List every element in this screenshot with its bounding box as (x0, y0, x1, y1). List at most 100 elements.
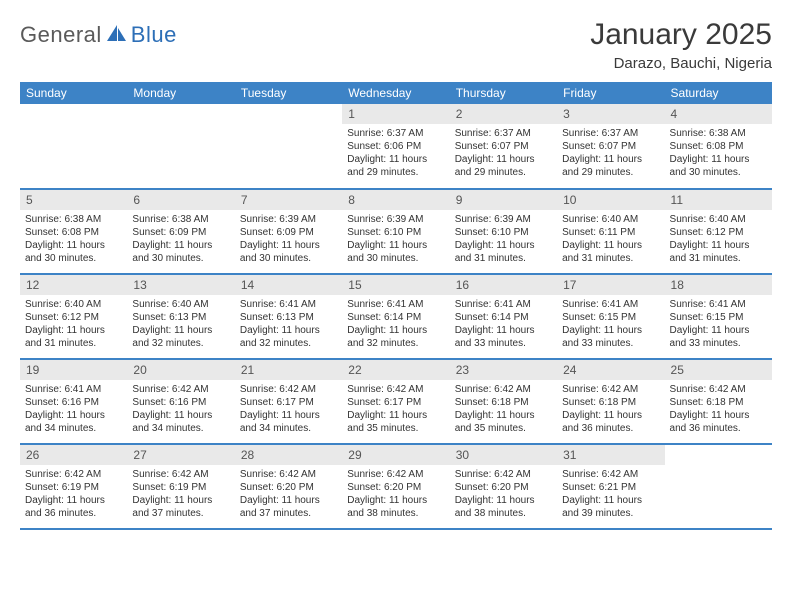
calendar-cell: 12Sunrise: 6:40 AMSunset: 6:12 PMDayligh… (20, 274, 127, 359)
calendar-cell: 30Sunrise: 6:42 AMSunset: 6:20 PMDayligh… (450, 444, 557, 529)
day-header: Thursday (450, 82, 557, 104)
day-number: 29 (342, 445, 449, 465)
day-number: 18 (665, 275, 772, 295)
day-number: 15 (342, 275, 449, 295)
calendar-cell: 16Sunrise: 6:41 AMSunset: 6:14 PMDayligh… (450, 274, 557, 359)
day-data: Sunrise: 6:41 AMSunset: 6:13 PMDaylight:… (235, 295, 342, 354)
calendar-week-row: 5Sunrise: 6:38 AMSunset: 6:08 PMDaylight… (20, 189, 772, 274)
calendar-cell: 17Sunrise: 6:41 AMSunset: 6:15 PMDayligh… (557, 274, 664, 359)
day-data: Sunrise: 6:38 AMSunset: 6:09 PMDaylight:… (127, 210, 234, 269)
calendar-cell (665, 444, 772, 529)
day-number: 13 (127, 275, 234, 295)
calendar-cell: 10Sunrise: 6:40 AMSunset: 6:11 PMDayligh… (557, 189, 664, 274)
day-number: 28 (235, 445, 342, 465)
calendar-cell: 25Sunrise: 6:42 AMSunset: 6:18 PMDayligh… (665, 359, 772, 444)
day-number: 17 (557, 275, 664, 295)
calendar-cell: 9Sunrise: 6:39 AMSunset: 6:10 PMDaylight… (450, 189, 557, 274)
day-number: 10 (557, 190, 664, 210)
day-header: Saturday (665, 82, 772, 104)
day-data: Sunrise: 6:42 AMSunset: 6:17 PMDaylight:… (342, 380, 449, 439)
day-data: Sunrise: 6:42 AMSunset: 6:21 PMDaylight:… (557, 465, 664, 524)
day-data: Sunrise: 6:42 AMSunset: 6:19 PMDaylight:… (20, 465, 127, 524)
day-header: Friday (557, 82, 664, 104)
day-data: Sunrise: 6:38 AMSunset: 6:08 PMDaylight:… (665, 124, 772, 183)
day-number: 11 (665, 190, 772, 210)
calendar-cell: 11Sunrise: 6:40 AMSunset: 6:12 PMDayligh… (665, 189, 772, 274)
calendar-table: SundayMondayTuesdayWednesdayThursdayFrid… (20, 82, 772, 530)
day-data: Sunrise: 6:42 AMSunset: 6:20 PMDaylight:… (342, 465, 449, 524)
title-block: January 2025 Darazo, Bauchi, Nigeria (590, 18, 772, 72)
day-data: Sunrise: 6:42 AMSunset: 6:17 PMDaylight:… (235, 380, 342, 439)
day-data: Sunrise: 6:42 AMSunset: 6:18 PMDaylight:… (557, 380, 664, 439)
day-data: Sunrise: 6:39 AMSunset: 6:10 PMDaylight:… (450, 210, 557, 269)
calendar-cell: 3Sunrise: 6:37 AMSunset: 6:07 PMDaylight… (557, 104, 664, 189)
day-data: Sunrise: 6:41 AMSunset: 6:15 PMDaylight:… (665, 295, 772, 354)
page-title: January 2025 (590, 18, 772, 52)
day-data: Sunrise: 6:41 AMSunset: 6:14 PMDaylight:… (450, 295, 557, 354)
calendar-cell: 15Sunrise: 6:41 AMSunset: 6:14 PMDayligh… (342, 274, 449, 359)
calendar-cell (20, 104, 127, 189)
day-number (127, 104, 234, 124)
day-data: Sunrise: 6:42 AMSunset: 6:16 PMDaylight:… (127, 380, 234, 439)
day-data: Sunrise: 6:37 AMSunset: 6:07 PMDaylight:… (450, 124, 557, 183)
calendar-cell: 14Sunrise: 6:41 AMSunset: 6:13 PMDayligh… (235, 274, 342, 359)
calendar-cell: 20Sunrise: 6:42 AMSunset: 6:16 PMDayligh… (127, 359, 234, 444)
day-data: Sunrise: 6:42 AMSunset: 6:20 PMDaylight:… (235, 465, 342, 524)
calendar-cell: 5Sunrise: 6:38 AMSunset: 6:08 PMDaylight… (20, 189, 127, 274)
day-number (665, 445, 772, 465)
location-subtitle: Darazo, Bauchi, Nigeria (590, 55, 772, 72)
day-number: 9 (450, 190, 557, 210)
day-number: 19 (20, 360, 127, 380)
calendar-week-row: 1Sunrise: 6:37 AMSunset: 6:06 PMDaylight… (20, 104, 772, 189)
day-data: Sunrise: 6:42 AMSunset: 6:18 PMDaylight:… (450, 380, 557, 439)
day-number: 20 (127, 360, 234, 380)
day-number: 7 (235, 190, 342, 210)
calendar-cell: 6Sunrise: 6:38 AMSunset: 6:09 PMDaylight… (127, 189, 234, 274)
calendar-week-row: 26Sunrise: 6:42 AMSunset: 6:19 PMDayligh… (20, 444, 772, 529)
calendar-cell: 18Sunrise: 6:41 AMSunset: 6:15 PMDayligh… (665, 274, 772, 359)
calendar-cell: 24Sunrise: 6:42 AMSunset: 6:18 PMDayligh… (557, 359, 664, 444)
calendar-cell: 13Sunrise: 6:40 AMSunset: 6:13 PMDayligh… (127, 274, 234, 359)
day-data: Sunrise: 6:38 AMSunset: 6:08 PMDaylight:… (20, 210, 127, 269)
calendar-cell: 23Sunrise: 6:42 AMSunset: 6:18 PMDayligh… (450, 359, 557, 444)
day-number: 3 (557, 104, 664, 124)
day-number: 23 (450, 360, 557, 380)
day-number: 12 (20, 275, 127, 295)
logo: General Blue (20, 18, 177, 48)
calendar-cell: 1Sunrise: 6:37 AMSunset: 6:06 PMDaylight… (342, 104, 449, 189)
calendar-week-row: 12Sunrise: 6:40 AMSunset: 6:12 PMDayligh… (20, 274, 772, 359)
calendar-cell: 26Sunrise: 6:42 AMSunset: 6:19 PMDayligh… (20, 444, 127, 529)
day-header: Wednesday (342, 82, 449, 104)
calendar-cell: 8Sunrise: 6:39 AMSunset: 6:10 PMDaylight… (342, 189, 449, 274)
day-number: 21 (235, 360, 342, 380)
day-data: Sunrise: 6:39 AMSunset: 6:09 PMDaylight:… (235, 210, 342, 269)
day-header-row: SundayMondayTuesdayWednesdayThursdayFrid… (20, 82, 772, 104)
logo-text-general: General (20, 22, 102, 48)
calendar-cell: 21Sunrise: 6:42 AMSunset: 6:17 PMDayligh… (235, 359, 342, 444)
day-number: 1 (342, 104, 449, 124)
logo-sail-icon (106, 24, 128, 47)
day-header: Tuesday (235, 82, 342, 104)
day-data: Sunrise: 6:37 AMSunset: 6:07 PMDaylight:… (557, 124, 664, 183)
day-number: 6 (127, 190, 234, 210)
day-number: 22 (342, 360, 449, 380)
day-number: 27 (127, 445, 234, 465)
day-number: 4 (665, 104, 772, 124)
day-header: Monday (127, 82, 234, 104)
calendar-cell: 2Sunrise: 6:37 AMSunset: 6:07 PMDaylight… (450, 104, 557, 189)
day-data: Sunrise: 6:40 AMSunset: 6:11 PMDaylight:… (557, 210, 664, 269)
day-data: Sunrise: 6:40 AMSunset: 6:12 PMDaylight:… (20, 295, 127, 354)
day-number: 26 (20, 445, 127, 465)
header: General Blue January 2025 Darazo, Bauchi… (20, 18, 772, 72)
day-number: 24 (557, 360, 664, 380)
day-number: 25 (665, 360, 772, 380)
calendar-cell: 4Sunrise: 6:38 AMSunset: 6:08 PMDaylight… (665, 104, 772, 189)
day-data: Sunrise: 6:41 AMSunset: 6:16 PMDaylight:… (20, 380, 127, 439)
calendar-cell: 19Sunrise: 6:41 AMSunset: 6:16 PMDayligh… (20, 359, 127, 444)
day-number: 30 (450, 445, 557, 465)
day-data: Sunrise: 6:41 AMSunset: 6:14 PMDaylight:… (342, 295, 449, 354)
calendar-cell: 7Sunrise: 6:39 AMSunset: 6:09 PMDaylight… (235, 189, 342, 274)
day-number: 5 (20, 190, 127, 210)
day-data: Sunrise: 6:37 AMSunset: 6:06 PMDaylight:… (342, 124, 449, 183)
calendar-week-row: 19Sunrise: 6:41 AMSunset: 6:16 PMDayligh… (20, 359, 772, 444)
